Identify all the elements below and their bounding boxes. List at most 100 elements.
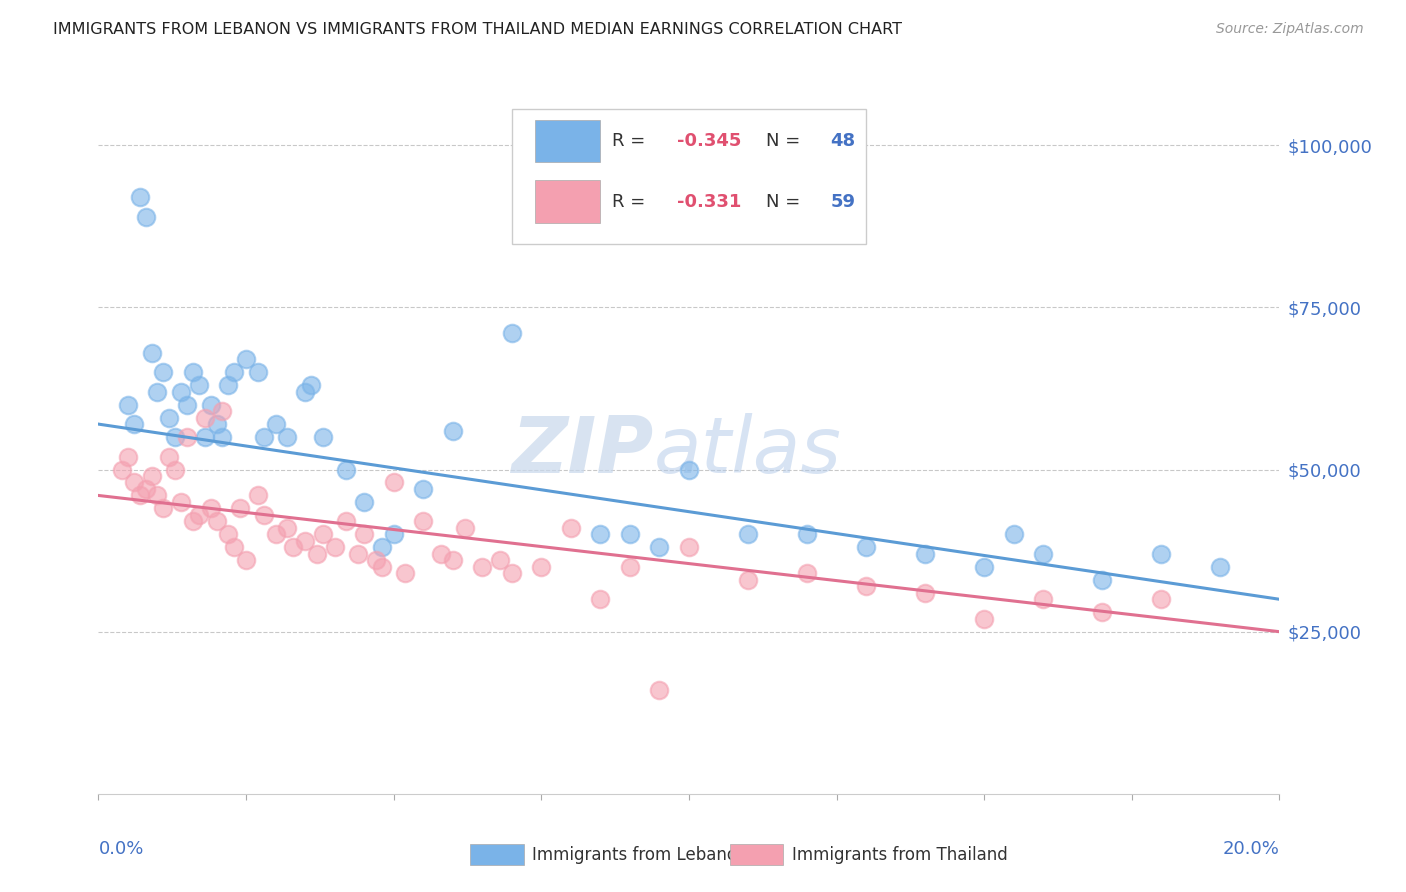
Point	[170, 384, 193, 399]
Point	[371, 559, 394, 574]
Point	[430, 547, 453, 561]
Point	[471, 559, 494, 574]
FancyBboxPatch shape	[536, 120, 600, 162]
Point	[453, 521, 475, 535]
Point	[1150, 592, 1173, 607]
FancyBboxPatch shape	[512, 109, 866, 244]
Point	[117, 450, 139, 464]
Point	[170, 495, 193, 509]
Point	[589, 527, 612, 541]
Point	[122, 475, 145, 490]
Point	[135, 210, 157, 224]
Point	[914, 586, 936, 600]
Point	[441, 553, 464, 567]
Point	[1091, 573, 1114, 587]
Point	[489, 553, 512, 567]
Point	[353, 527, 375, 541]
Text: 20.0%: 20.0%	[1223, 840, 1279, 858]
FancyBboxPatch shape	[471, 844, 523, 865]
Point	[181, 515, 204, 529]
Point	[1091, 605, 1114, 619]
Point	[128, 488, 150, 502]
Point	[165, 430, 187, 444]
Point	[312, 527, 335, 541]
Point	[187, 378, 209, 392]
Point	[264, 417, 287, 431]
Point	[211, 404, 233, 418]
Point	[146, 488, 169, 502]
Point	[200, 398, 222, 412]
Point	[205, 515, 228, 529]
Point	[246, 488, 269, 502]
Point	[1032, 547, 1054, 561]
Point	[412, 515, 434, 529]
Point	[973, 559, 995, 574]
Point	[200, 501, 222, 516]
Point	[246, 365, 269, 379]
Point	[855, 579, 877, 593]
Point	[441, 424, 464, 438]
Point	[141, 345, 163, 359]
Point	[294, 533, 316, 548]
Point	[217, 378, 239, 392]
Point	[796, 527, 818, 541]
Point	[235, 553, 257, 567]
Point	[187, 508, 209, 522]
Point	[194, 430, 217, 444]
Point	[229, 501, 252, 516]
Point	[737, 573, 759, 587]
Point	[323, 541, 346, 555]
Point	[619, 527, 641, 541]
Text: 0.0%: 0.0%	[98, 840, 143, 858]
Point	[364, 553, 387, 567]
Point	[276, 430, 298, 444]
Point	[176, 430, 198, 444]
Point	[312, 430, 335, 444]
Point	[335, 462, 357, 476]
Point	[235, 352, 257, 367]
Point	[176, 398, 198, 412]
Point	[152, 365, 174, 379]
Text: IMMIGRANTS FROM LEBANON VS IMMIGRANTS FROM THAILAND MEDIAN EARNINGS CORRELATION : IMMIGRANTS FROM LEBANON VS IMMIGRANTS FR…	[53, 22, 903, 37]
Text: N =: N =	[766, 193, 806, 211]
Point	[122, 417, 145, 431]
Point	[165, 462, 187, 476]
Point	[253, 508, 276, 522]
Text: R =: R =	[612, 193, 651, 211]
Point	[1032, 592, 1054, 607]
Point	[299, 378, 322, 392]
Point	[181, 365, 204, 379]
Point	[501, 566, 523, 581]
Point	[117, 398, 139, 412]
Point	[211, 430, 233, 444]
Point	[294, 384, 316, 399]
Point	[152, 501, 174, 516]
Point	[1150, 547, 1173, 561]
Point	[796, 566, 818, 581]
Point	[737, 527, 759, 541]
Point	[648, 541, 671, 555]
Point	[111, 462, 134, 476]
FancyBboxPatch shape	[730, 844, 783, 865]
Text: 48: 48	[831, 132, 856, 150]
Point	[194, 410, 217, 425]
Point	[224, 365, 246, 379]
Text: R =: R =	[612, 132, 651, 150]
Point	[283, 541, 305, 555]
Text: -0.331: -0.331	[678, 193, 741, 211]
Point	[335, 515, 357, 529]
Point	[678, 462, 700, 476]
Point	[412, 482, 434, 496]
Text: Immigrants from Lebanon: Immigrants from Lebanon	[531, 846, 748, 863]
Point	[560, 521, 582, 535]
FancyBboxPatch shape	[536, 180, 600, 223]
Point	[264, 527, 287, 541]
Text: -0.345: -0.345	[678, 132, 741, 150]
Point	[973, 612, 995, 626]
Point	[589, 592, 612, 607]
Point	[141, 469, 163, 483]
Point	[157, 450, 180, 464]
Point	[382, 527, 405, 541]
Point	[253, 430, 276, 444]
Point	[855, 541, 877, 555]
